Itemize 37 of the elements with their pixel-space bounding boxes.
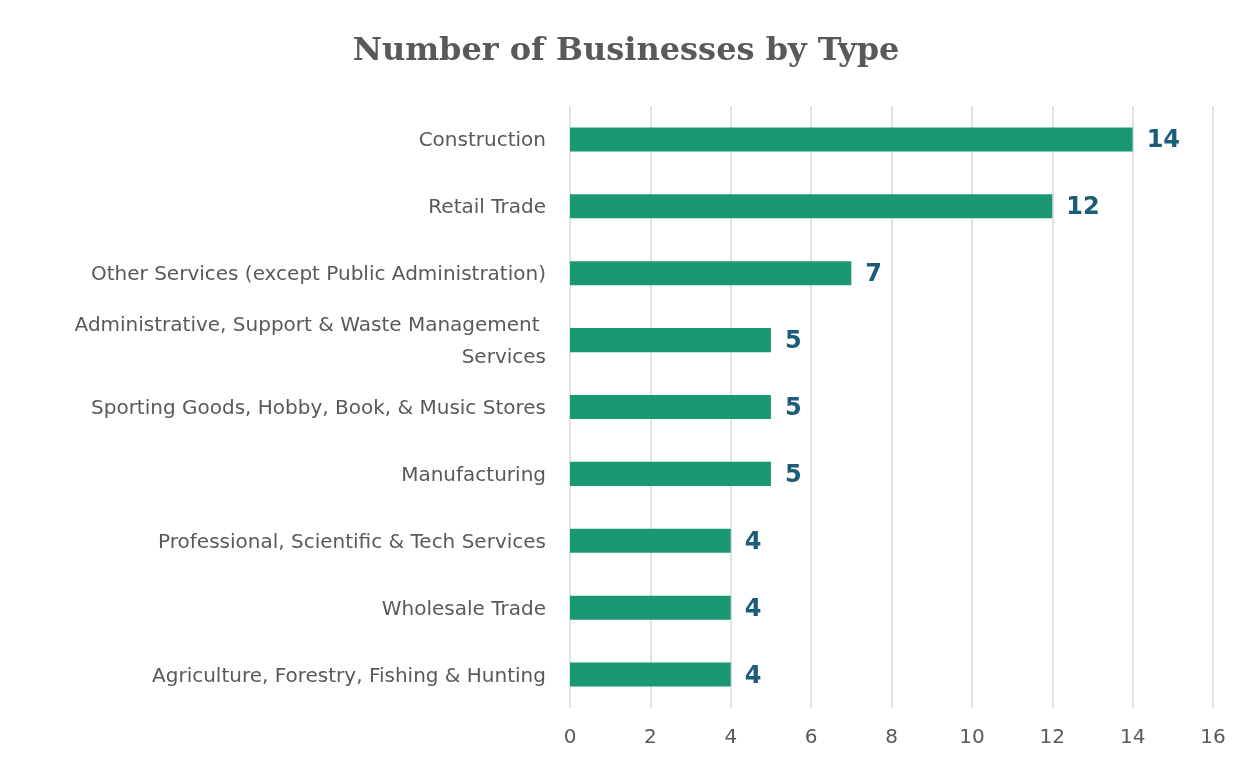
y-tick-label: Other Services (except Public Administration) bbox=[91, 261, 546, 286]
x-tick-label: 12 bbox=[1039, 724, 1065, 748]
bar bbox=[570, 394, 771, 420]
bar bbox=[570, 662, 731, 687]
bar bbox=[570, 595, 731, 620]
x-tick-label: 6 bbox=[804, 724, 818, 748]
x-tick-label: 16 bbox=[1200, 724, 1226, 748]
x-tick-label: 4 bbox=[724, 724, 738, 748]
bar bbox=[570, 328, 771, 353]
y-tick-label: Wholesale Trade bbox=[381, 595, 546, 620]
x-tick-label: 14 bbox=[1119, 724, 1146, 748]
x-tick-label: 10 bbox=[959, 724, 985, 748]
chart-title: Number of Businesses by Type bbox=[352, 30, 900, 68]
data-label: 4 bbox=[744, 526, 762, 555]
bar bbox=[570, 194, 1053, 219]
x-tick-label: 0 bbox=[563, 724, 577, 748]
data-label: 12 bbox=[1066, 192, 1100, 221]
bar bbox=[570, 261, 852, 286]
y-tick-label: Manufacturing bbox=[401, 461, 546, 486]
bar bbox=[570, 528, 731, 553]
y-tick-label: Agriculture, Forestry, Fishing & Hunting bbox=[152, 662, 546, 687]
bar bbox=[570, 461, 771, 486]
data-label: 5 bbox=[784, 393, 802, 421]
data-label: 5 bbox=[784, 459, 802, 488]
bar bbox=[570, 127, 1133, 152]
data-label: 5 bbox=[784, 326, 802, 355]
y-tick-label: Sporting Goods, Hobby, Book, & Music Stores bbox=[91, 395, 546, 419]
x-tick-label: 2 bbox=[644, 724, 657, 748]
data-label: 4 bbox=[744, 593, 762, 622]
y-tick-label: Construction bbox=[418, 127, 546, 152]
x-tick-label: 8 bbox=[885, 724, 898, 748]
y-tick-label: Professional, Scientific & Tech Services bbox=[158, 528, 546, 553]
y-tick-label: Retail Trade bbox=[428, 194, 546, 219]
data-label: 14 bbox=[1146, 125, 1181, 154]
data-label: 4 bbox=[744, 660, 762, 689]
data-label: 7 bbox=[865, 259, 883, 288]
y-tick-label: Administrative, Support & Waste Management Services bbox=[74, 312, 546, 369]
